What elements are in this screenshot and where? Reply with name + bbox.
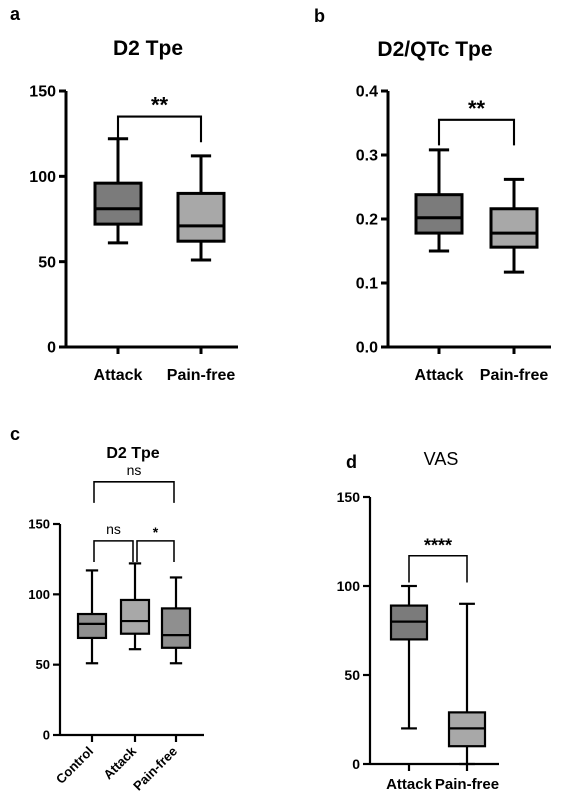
- chart-title: D2/QTc Tpe: [377, 38, 492, 61]
- significance-label: ****: [424, 536, 452, 556]
- y-tick-label: 0.2: [356, 212, 378, 229]
- y-tick-label: 150: [29, 84, 56, 101]
- significance-bracket: [408, 554, 468, 583]
- y-tick-label: 100: [28, 587, 50, 602]
- box-attack: [414, 193, 464, 235]
- chart-title: D2 Tpe: [113, 37, 183, 60]
- box-control: [76, 612, 108, 640]
- y-tick-label: 150: [337, 489, 361, 505]
- y-tick-label: 50: [344, 667, 360, 683]
- y-tick-label: 150: [28, 517, 50, 532]
- x-category-label: Pain-free: [480, 367, 549, 384]
- y-tick-label: 50: [36, 657, 50, 672]
- x-category-label: Attack: [415, 367, 464, 384]
- significance-label: **: [468, 96, 486, 121]
- significance-bracket: [93, 540, 134, 562]
- box-pain-free: [489, 207, 539, 249]
- box-attack: [119, 598, 151, 635]
- y-tick-label: 100: [29, 169, 56, 186]
- panel-b: b D2/QTc Tpe 0.0 0.1 0.2 0.3 0.4 Attack Pain-fr…: [314, 6, 551, 384]
- chart-title: VAS: [424, 449, 459, 469]
- x-category-label: Pain-free: [435, 776, 499, 793]
- chart-title: D2 Tpe: [106, 445, 159, 462]
- panel-label-d: d: [346, 452, 357, 472]
- significance-label: ns: [127, 462, 142, 478]
- significance-bracket: [93, 481, 175, 503]
- y-tick-label: 50: [38, 254, 56, 271]
- panel-d: d VAS 0 50 100 150 Attack Pain-free ****: [337, 449, 499, 793]
- x-category-label: Pain-free: [167, 367, 236, 384]
- panel-label-c: c: [10, 424, 20, 444]
- y-tick-label: 0.0: [356, 340, 378, 357]
- x-category-label: Pain-free: [130, 744, 180, 794]
- significance-label: ns: [106, 521, 121, 537]
- panel-label-a: a: [10, 4, 21, 24]
- x-category-label: Attack: [100, 743, 139, 782]
- x-category-label: Attack: [94, 367, 143, 384]
- panel-label-b: b: [314, 6, 325, 26]
- y-tick-label: 0.1: [356, 276, 378, 293]
- y-tick-label: 0: [47, 340, 56, 357]
- x-category-label: Attack: [386, 776, 433, 793]
- box-attack: [93, 181, 143, 226]
- y-tick-label: 0: [352, 756, 360, 772]
- y-tick-label: 0: [43, 728, 50, 743]
- significance-bracket: [136, 540, 175, 562]
- significance-label: *: [153, 524, 159, 540]
- significance-bracket: [116, 115, 203, 143]
- y-tick-label: 100: [337, 578, 361, 594]
- significance-label: **: [151, 93, 169, 118]
- x-category-label: Control: [53, 744, 96, 787]
- box-pain-free: [160, 607, 192, 649]
- box-pain-free: [176, 191, 226, 243]
- panel-a: a D2 Tpe 0 50 100 150 Attack Pain-free **: [10, 4, 238, 384]
- significance-bracket: [437, 118, 516, 146]
- y-tick-label: 0.3: [356, 148, 378, 165]
- y-tick-label: 0.4: [356, 84, 378, 101]
